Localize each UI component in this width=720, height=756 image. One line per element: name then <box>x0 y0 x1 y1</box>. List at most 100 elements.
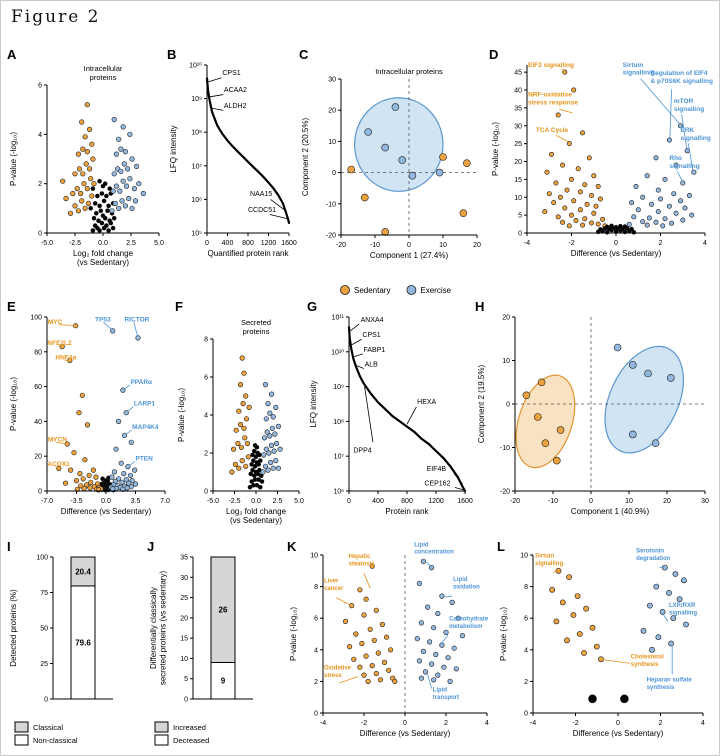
data-point-up <box>113 151 119 157</box>
y-tick-label: -20 <box>326 233 336 240</box>
x-tick-label: 0 <box>616 720 620 727</box>
data-point-ns <box>100 476 105 482</box>
data-point-up <box>261 452 267 458</box>
x-tick-label: 400 <box>372 498 384 505</box>
data-point-up <box>113 446 119 452</box>
data-point-up <box>123 477 129 483</box>
y-tick-label: 5 <box>184 676 188 683</box>
data-point-ns <box>106 203 111 209</box>
data-point-down <box>597 196 603 202</box>
data-point-down <box>591 173 597 179</box>
data-point-down <box>573 218 579 224</box>
data-point-up <box>115 418 122 424</box>
x-tick-label: -5.0 <box>41 240 53 247</box>
annotation: HNF4α <box>55 355 76 362</box>
x-tick-label: -4 <box>530 720 536 727</box>
y-tick-label: 2 <box>524 679 528 686</box>
data-point-ns <box>629 226 634 232</box>
x-axis-label: Component 1 (40.9%) <box>571 507 650 516</box>
data-point-down <box>583 605 589 612</box>
data-point-down <box>233 427 239 433</box>
y-tick-label: -10 <box>500 445 510 452</box>
data-point-up <box>435 672 441 678</box>
data-point-up <box>416 580 422 587</box>
data-point-down <box>237 421 244 428</box>
data-point-up <box>684 148 690 154</box>
data-point-up <box>443 629 449 635</box>
data-point-down <box>89 193 95 199</box>
bar-value: 79.6 <box>75 638 91 647</box>
data-point-ns <box>102 215 108 221</box>
data-point-up <box>268 391 275 397</box>
data-point-up <box>263 446 269 452</box>
data-point-ns <box>259 479 265 484</box>
y-tick-label: 20 <box>502 315 510 322</box>
data-point-down <box>570 612 577 618</box>
annotation: ALDH2 <box>224 103 247 110</box>
data-point-ns <box>107 186 112 191</box>
data-point-up <box>422 669 429 675</box>
x-tick-label: 2.5 <box>273 498 283 505</box>
y-tick-label: 4 <box>524 647 528 654</box>
data-point-ns <box>613 225 619 230</box>
data-point-up <box>119 198 125 204</box>
data-point-down <box>90 156 96 162</box>
rank-curve <box>347 326 467 493</box>
bar-segment <box>70 556 96 587</box>
annotation: synthesis <box>631 662 659 668</box>
annotation-line <box>662 613 669 622</box>
y-tick-label: 10 <box>502 358 510 365</box>
x-tick-label: 0 <box>614 240 618 247</box>
data-point-up <box>135 335 141 341</box>
y-tick-label: 0 <box>44 697 48 704</box>
legend-swatch <box>14 721 29 733</box>
data-point-up <box>267 410 273 416</box>
y-tick-label: 2 <box>204 451 208 458</box>
y-tick-label: 10⁹ <box>333 384 344 391</box>
y-tick-label: 10⁸ <box>333 419 344 426</box>
data-point-down <box>349 602 355 609</box>
data-point-down <box>81 181 87 187</box>
data-point-up <box>655 209 661 215</box>
annotation: NAA15 <box>250 191 272 198</box>
annotation-line <box>440 634 449 645</box>
data-point-down <box>564 637 570 644</box>
data-point-down <box>243 416 250 422</box>
annotation: Lipid <box>414 542 429 548</box>
data-point-up <box>109 208 115 214</box>
y-tick-label: 0 <box>314 711 318 718</box>
x-tick-label: 4 <box>485 720 489 727</box>
data-point-up <box>640 194 646 200</box>
y-axis-label: Differentially classically <box>149 587 158 669</box>
data-point-down <box>566 223 572 229</box>
annotation: & p70S6K signalling <box>650 78 713 85</box>
data-point-up <box>109 474 115 480</box>
data-point-down <box>562 205 568 211</box>
data-point-ns <box>620 694 629 704</box>
data-point-ns <box>105 208 110 214</box>
data-point-down <box>392 678 398 684</box>
panel-title: Intracellular proteins <box>375 67 443 76</box>
data-point-up <box>126 480 132 486</box>
x-tick-label: -2.5 <box>228 498 240 505</box>
data-point-down <box>70 190 76 197</box>
data-point-up <box>122 203 128 209</box>
annotation-line <box>103 321 112 330</box>
data-point-up <box>655 187 661 193</box>
data-point-down <box>78 483 84 489</box>
data-point-down <box>381 659 388 665</box>
x-tick-label: -7.0 <box>41 498 53 505</box>
annotation-line <box>209 94 224 98</box>
y-tick-label: 10⁶ <box>191 197 202 204</box>
data-point-down <box>86 472 92 478</box>
legend-label: Sedentary <box>354 286 390 295</box>
data-point-down <box>564 187 570 193</box>
x-axis-label: (vs Sedentary) <box>230 516 282 525</box>
data-point-up <box>272 431 278 437</box>
data-point-up <box>662 216 668 222</box>
x-tick-label: -20 <box>510 498 520 505</box>
data-point-up <box>275 465 281 471</box>
annotation: signalling <box>669 611 697 617</box>
data-point-up <box>451 645 457 651</box>
